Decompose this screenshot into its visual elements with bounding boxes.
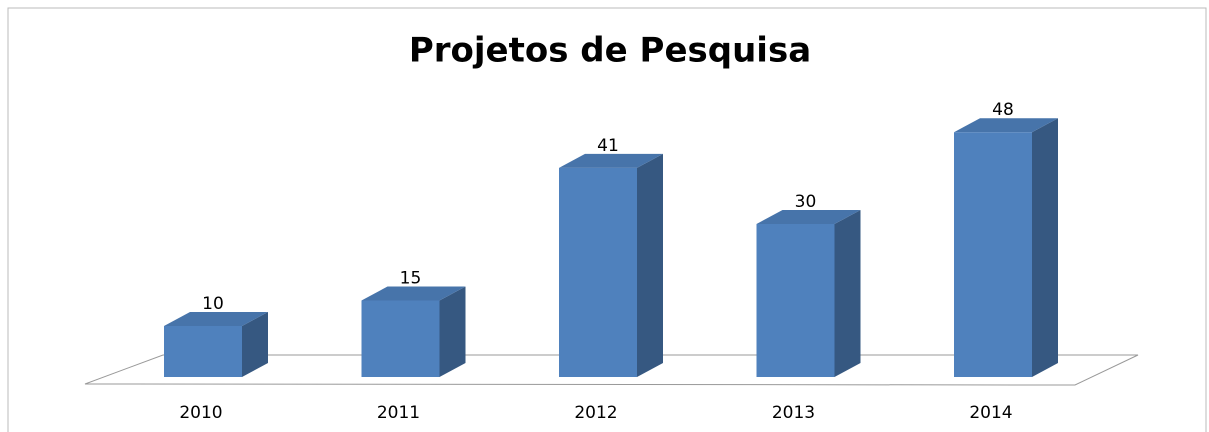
value-label: 10	[202, 294, 224, 314]
bar-front	[954, 132, 1032, 377]
x-tick-label: 2014	[969, 403, 1012, 423]
bar-top	[756, 210, 861, 224]
bar-front	[361, 300, 440, 377]
bar-side	[1032, 118, 1058, 377]
x-tick-label: 2010	[179, 403, 222, 423]
chart-frame	[7, 7, 1207, 432]
chart-title: Projetos de Pesquisa	[409, 31, 811, 71]
bar-side	[834, 210, 861, 377]
bar-top	[164, 312, 268, 326]
bar	[559, 153, 663, 377]
bar-front	[756, 224, 835, 377]
value-label: 41	[597, 136, 619, 156]
value-label: 48	[992, 100, 1014, 120]
bar-side	[242, 312, 268, 377]
bar	[954, 118, 1058, 377]
bar-top	[954, 118, 1058, 133]
x-tick-label: 2012	[574, 403, 617, 423]
bar-top	[559, 153, 663, 168]
bar-front	[559, 167, 637, 377]
bar-top	[361, 286, 466, 301]
bar	[756, 210, 861, 377]
x-tick-label: 2011	[377, 403, 420, 423]
bar-side	[439, 286, 466, 377]
bar-side	[637, 153, 663, 377]
value-label: 30	[795, 192, 817, 212]
x-tick-label: 2013	[772, 403, 815, 423]
bar-front	[164, 326, 242, 377]
bar	[164, 312, 268, 377]
value-label: 15	[400, 269, 422, 289]
bar	[361, 286, 466, 377]
